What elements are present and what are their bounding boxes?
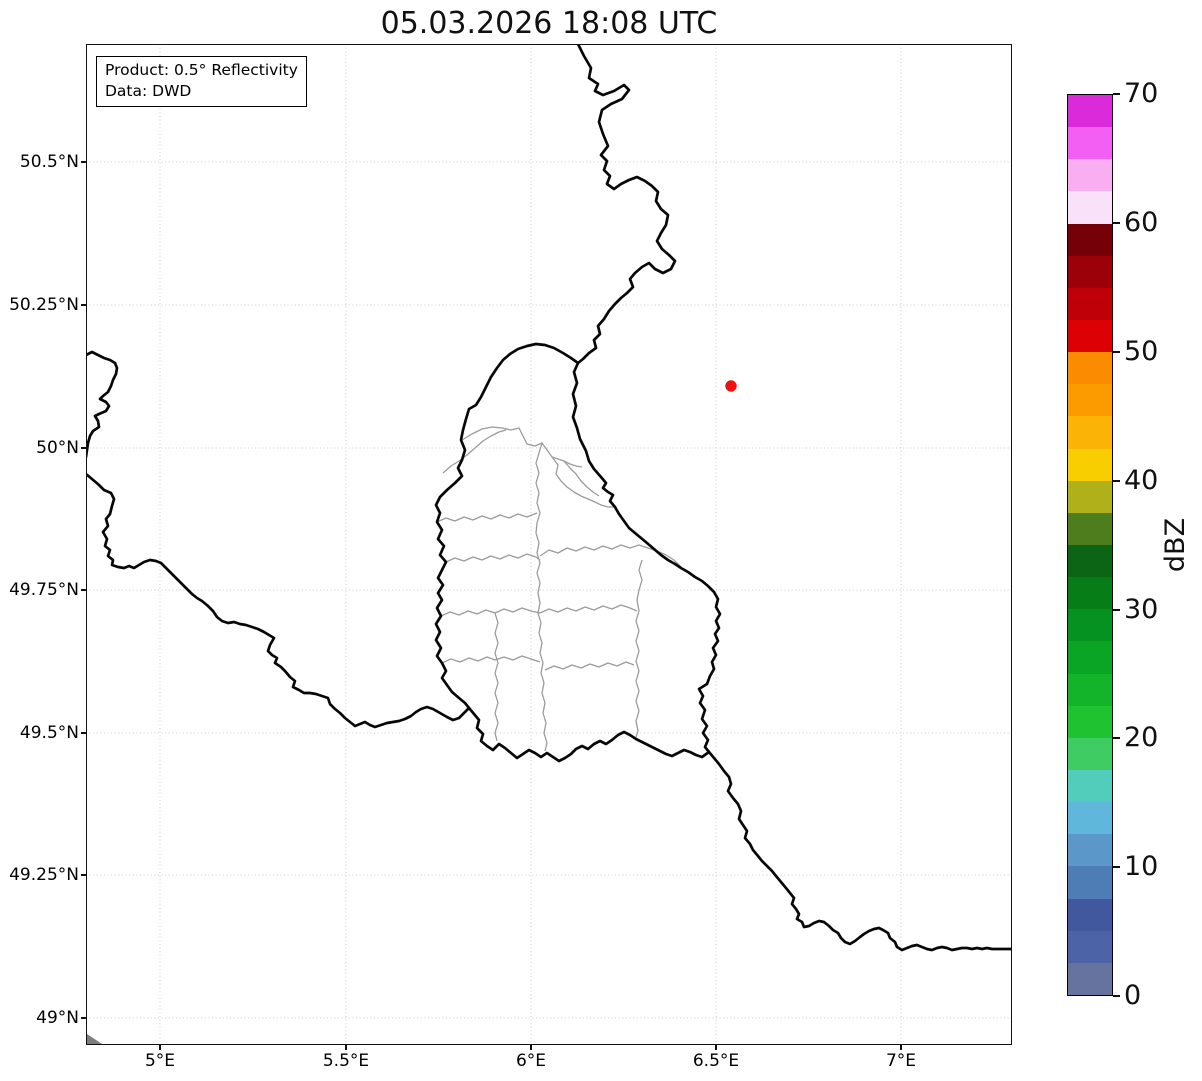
x-tick-mark <box>530 1045 532 1050</box>
product-line: Product: 0.5° Reflectivity <box>105 61 298 79</box>
canton-border-path <box>441 655 541 664</box>
product-info-box: Product: 0.5° Reflectivity Data: DWD <box>96 56 307 107</box>
colorbar-tick-mark <box>1113 609 1120 611</box>
colorbar-segment <box>1068 255 1112 288</box>
country-border-path <box>434 342 580 710</box>
colorbar-tick-label: 20 <box>1124 722 1159 753</box>
colorbar-segment <box>1068 287 1112 320</box>
colorbar-tick-mark <box>1113 222 1120 224</box>
canton-border-path <box>440 604 638 617</box>
y-tick-mark <box>81 1017 86 1019</box>
colorbar-segment <box>1068 127 1112 160</box>
y-axis-tick-label: 49°N <box>36 1008 79 1028</box>
colorbar-tick-label: 70 <box>1124 78 1159 109</box>
colorbar-segment <box>1068 577 1112 610</box>
colorbar-segment <box>1068 705 1112 738</box>
colorbar-tick-label: 30 <box>1124 594 1159 625</box>
data-source-line: Data: DWD <box>105 82 192 100</box>
y-axis-tick-label: 49.5°N <box>19 723 79 743</box>
colorbar-segment <box>1068 544 1112 578</box>
canton-border-path <box>551 456 614 508</box>
x-tick-mark <box>715 1045 717 1050</box>
y-axis-tick-label: 50.25°N <box>9 295 79 315</box>
colorbar-tick-mark <box>1113 93 1120 95</box>
x-axis-tick-label: 5°E <box>144 1051 176 1071</box>
colorbar-tick-label: 50 <box>1124 336 1159 367</box>
country-border-path <box>467 706 711 763</box>
colorbar-tick-mark <box>1113 866 1120 868</box>
colorbar-segment <box>1068 802 1112 835</box>
y-axis-tick-label: 50.5°N <box>19 152 79 172</box>
canton-border-path <box>442 429 507 474</box>
radar-site-marker <box>725 380 737 392</box>
country-border-path <box>707 750 1012 952</box>
colorbar-tick-mark <box>1113 995 1120 997</box>
country-border-path <box>86 472 471 729</box>
colorbar-segment <box>1068 673 1112 706</box>
colorbar-segment <box>1068 319 1112 353</box>
y-tick-mark <box>81 589 86 591</box>
canton-border-path <box>494 612 499 742</box>
canton-border-path <box>461 426 583 468</box>
map-svg <box>86 44 1012 1045</box>
x-tick-mark <box>900 1045 902 1050</box>
country-border-path <box>86 350 119 459</box>
colorbar-segment <box>1068 930 1112 963</box>
colorbar-segment <box>1068 834 1112 867</box>
colorbar-tick-mark <box>1113 351 1120 353</box>
colorbar-segment <box>1068 480 1112 513</box>
colorbar-tick-label: 60 <box>1124 207 1159 238</box>
y-axis-tick-label: 50°N <box>36 438 79 458</box>
colorbar-segment <box>1068 512 1112 545</box>
y-tick-mark <box>81 304 86 306</box>
colorbar-segment <box>1068 641 1112 674</box>
x-tick-mark <box>159 1045 161 1050</box>
colorbar-segment <box>1068 384 1112 417</box>
colorbar-segment <box>1068 223 1112 256</box>
canton-border-path <box>539 544 682 568</box>
x-tick-mark <box>345 1045 347 1050</box>
y-axis-tick-label: 49.75°N <box>9 580 79 600</box>
x-axis-tick-label: 6.5°E <box>692 1051 740 1071</box>
colorbar-tick-label: 0 <box>1124 980 1142 1011</box>
colorbar-tick-mark <box>1113 737 1120 739</box>
colorbar-segment <box>1068 737 1112 770</box>
y-tick-mark <box>81 732 86 734</box>
colorbar-segment <box>1068 898 1112 931</box>
x-axis-tick-label: 7°E <box>885 1051 917 1071</box>
colorbar-segment <box>1068 95 1112 128</box>
colorbar-segment <box>1068 769 1112 803</box>
map-plot-frame <box>86 44 1012 1045</box>
y-tick-mark <box>81 161 86 163</box>
colorbar-segment <box>1068 866 1112 899</box>
colorbar-segment <box>1068 191 1112 224</box>
colorbar-segment <box>1068 962 1112 995</box>
colorbar-segment <box>1068 352 1112 385</box>
canton-border-path <box>535 442 548 752</box>
figure-title: 05.03.2026 18:08 UTC <box>380 6 718 41</box>
colorbar-segment <box>1068 609 1112 642</box>
colorbar-segment <box>1068 159 1112 192</box>
colorbar-tick-label: 10 <box>1124 851 1159 882</box>
country-border-path <box>571 361 722 754</box>
y-axis-tick-label: 49.25°N <box>9 865 79 885</box>
canton-border-path <box>544 661 635 671</box>
x-axis-tick-label: 6°E <box>515 1051 547 1071</box>
canton-border-path <box>445 553 541 563</box>
y-tick-mark <box>81 447 86 449</box>
colorbar-tick-mark <box>1113 480 1120 482</box>
colorbar-tick-label: 40 <box>1124 465 1159 496</box>
colorbar-segment <box>1068 416 1112 449</box>
canton-border-path <box>436 512 538 523</box>
canton-border-path <box>635 559 643 738</box>
coastline-corner-fragment <box>87 1034 102 1044</box>
country-border-path <box>576 44 677 365</box>
colorbar-axis-label: dBZ <box>1160 517 1191 573</box>
x-axis-tick-label: 5.5°E <box>322 1051 370 1071</box>
colorbar-segment <box>1068 448 1112 481</box>
colorbar <box>1067 94 1113 996</box>
y-tick-mark <box>81 874 86 876</box>
canton-border-path <box>563 460 600 497</box>
